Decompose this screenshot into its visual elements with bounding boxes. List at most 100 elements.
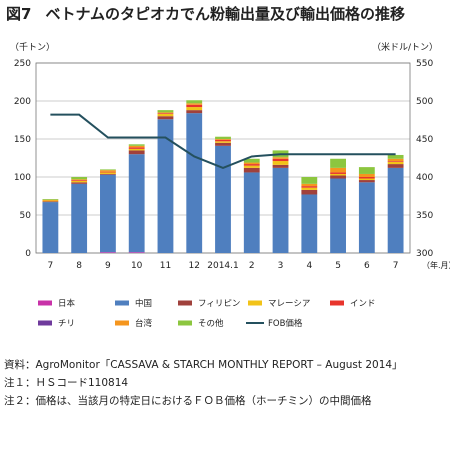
bar-segment <box>301 177 318 184</box>
bar-segment <box>71 183 88 253</box>
bar-segment <box>358 177 375 179</box>
bar-segment <box>387 167 404 253</box>
bar-segment <box>243 158 260 163</box>
x-tick-label: 12 <box>189 261 200 271</box>
bar-segment <box>330 173 346 176</box>
bar-segment <box>128 144 145 146</box>
bar-segment <box>301 189 318 195</box>
right-tick-label: 400 <box>416 173 433 183</box>
bar-segment <box>301 194 318 253</box>
bar-segment <box>186 113 203 253</box>
bar-segment <box>42 199 59 200</box>
bar-segment <box>157 112 174 114</box>
bar-segment <box>128 145 145 148</box>
bar-segment <box>100 169 116 171</box>
right-axis-unit: （米ドル/トン） <box>372 43 439 53</box>
bar-segment <box>387 154 404 159</box>
bar-segment <box>100 174 116 253</box>
legend-swatch <box>115 320 129 326</box>
bar-segment <box>358 173 375 177</box>
left-tick-label: 50 <box>20 211 32 221</box>
note-2-label: 注２： <box>4 395 36 407</box>
bar-segment <box>71 180 88 183</box>
source-note-text: AgroMonitor「CASSAVA & STARCH MONTHLY REP… <box>35 359 403 371</box>
bar-segment <box>186 110 203 114</box>
x-tick-label: 10 <box>131 261 143 271</box>
legend-label: チリ <box>58 319 75 329</box>
x-tick-label: 11 <box>160 261 171 271</box>
bar-segment <box>358 178 375 181</box>
x-tick-label: 9 <box>105 261 111 271</box>
left-axis-unit: （千トン） <box>10 43 56 53</box>
bar-segment <box>100 173 116 175</box>
bar-segment <box>100 172 116 174</box>
bar-segment <box>330 158 346 168</box>
bar-segment <box>243 164 260 166</box>
bar-segment <box>243 172 260 253</box>
x-tick-label: 8 <box>76 261 82 271</box>
note-1-text: ＨＳコード110814 <box>35 377 129 389</box>
legend-swatch <box>178 320 192 326</box>
bar-segment <box>215 141 231 143</box>
bar-segment <box>301 186 318 188</box>
note-2: 注２： 価格は、当該月の特定日におけるＦＯＢ価格（ホーチミン）の中間価格 <box>4 392 448 410</box>
bar-segment <box>301 183 318 187</box>
bar-segment <box>387 161 404 162</box>
legend-label: その他 <box>198 318 224 329</box>
bar-segment <box>330 167 346 173</box>
bar-segment <box>128 150 145 155</box>
note-2-text: 価格は、当該月の特定日におけるＦＯＢ価格（ホーチミン）の中間価格 <box>35 395 372 407</box>
bar-segment <box>157 110 174 113</box>
bar-segment <box>243 167 260 173</box>
figure-number: 図7 <box>6 5 32 23</box>
legend-swatch <box>330 300 344 306</box>
x-axis-unit: （年.月） <box>422 260 450 270</box>
legend-swatch <box>38 320 52 326</box>
bar-segment <box>186 107 203 111</box>
bar-segment <box>100 171 116 173</box>
right-tick-label: 500 <box>416 97 433 107</box>
legend-label: フィリピン <box>198 299 240 309</box>
legend-label: FOB価格 <box>268 318 303 329</box>
legend-label: マレーシア <box>268 299 310 309</box>
bar-segment <box>243 165 260 168</box>
bar-segment <box>100 252 116 253</box>
bar-segment <box>42 201 59 203</box>
bar-segment <box>272 158 289 162</box>
left-tick-label: 250 <box>14 59 31 69</box>
bar-segment <box>330 172 346 174</box>
x-tick-label: 2014.1 <box>207 261 239 271</box>
bar-segment <box>330 175 346 179</box>
legend-swatch <box>38 300 52 306</box>
bar-segment <box>71 177 88 180</box>
bar-segment <box>215 139 231 140</box>
figure-title: 図7 ベトナムのタピオカでん粉輸出量及び輸出価格の推移 <box>6 3 405 24</box>
bar-segment <box>128 252 145 253</box>
bar-segment <box>272 157 289 159</box>
source-note-label: 資料： <box>4 359 36 371</box>
bar-segment <box>100 170 116 172</box>
bar-segment <box>71 182 88 184</box>
bar-segment <box>186 100 203 104</box>
left-tick-label: 200 <box>14 97 31 107</box>
bar-segment <box>186 103 203 105</box>
bar-segment <box>42 199 59 201</box>
x-tick-label: 2 <box>249 261 255 271</box>
right-tick-label: 300 <box>416 249 433 259</box>
bar-segment <box>42 202 59 253</box>
legend-label: 台湾 <box>135 318 153 329</box>
legend-label: 日本 <box>58 298 76 309</box>
bar-segment <box>330 178 346 253</box>
bar-segment <box>215 139 231 142</box>
legend-swatch <box>178 300 192 306</box>
bar-segment <box>128 154 145 253</box>
bar-segment <box>128 148 145 151</box>
bar-segment <box>358 180 375 183</box>
x-tick-label: 5 <box>335 261 341 271</box>
left-tick-label: 100 <box>14 173 31 183</box>
bar-segment <box>215 142 231 146</box>
bar-segment <box>243 162 260 165</box>
note-1-label: 注１： <box>4 377 36 389</box>
source-note: 資料： AgroMonitor「CASSAVA & STARCH MONTHLY… <box>4 356 448 374</box>
bar-segment <box>387 158 404 162</box>
